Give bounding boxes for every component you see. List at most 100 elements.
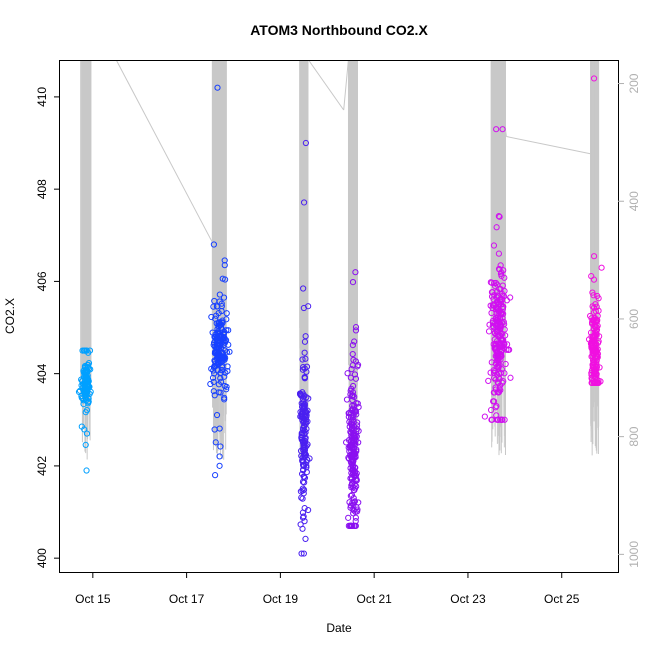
data-point <box>497 416 504 423</box>
data-point <box>303 462 310 469</box>
data-point <box>589 303 596 310</box>
data-point <box>481 413 488 420</box>
data-point <box>506 346 513 353</box>
data-point <box>496 388 503 395</box>
data-point <box>491 336 498 343</box>
data-point <box>300 364 307 371</box>
data-point <box>498 416 505 423</box>
data-point <box>300 446 307 453</box>
data-point <box>490 323 497 331</box>
data-point <box>590 379 598 386</box>
data-point <box>487 279 494 286</box>
data-point <box>587 312 594 320</box>
data-point <box>299 356 306 363</box>
x-axis-label: Date <box>326 621 352 635</box>
data-point <box>589 289 596 296</box>
data-point <box>299 457 306 464</box>
data-point <box>497 262 504 269</box>
data-point <box>218 364 226 371</box>
data-point <box>491 280 498 287</box>
data-point <box>499 336 506 344</box>
data-point <box>495 213 502 220</box>
data-point <box>593 371 600 378</box>
data-point <box>216 338 223 345</box>
data-point <box>591 331 598 339</box>
plot-frame <box>59 60 619 573</box>
data-point <box>211 297 218 305</box>
data-point <box>354 508 361 515</box>
data-point <box>494 416 502 423</box>
data-point <box>345 514 352 521</box>
data-point <box>348 522 355 529</box>
y2-axis: 200 400 600 800 1000 <box>618 73 641 568</box>
data-point <box>354 363 361 370</box>
data-point <box>346 499 353 506</box>
y-tick-label: 408 <box>35 179 49 199</box>
data-point <box>221 373 228 380</box>
data-point <box>590 325 597 333</box>
data-point <box>220 294 228 301</box>
data-point <box>209 374 217 381</box>
data-point <box>499 126 506 133</box>
data-point <box>300 391 307 398</box>
data-point <box>496 213 503 220</box>
data-point <box>496 300 503 307</box>
data-point <box>215 360 222 367</box>
data-point <box>350 454 357 461</box>
data-point <box>352 514 359 521</box>
data-point <box>348 407 355 414</box>
data-point <box>501 274 508 281</box>
data-point <box>302 139 309 147</box>
data-point <box>301 505 308 512</box>
data-point <box>502 332 509 339</box>
data-point <box>485 328 493 335</box>
data-point <box>353 476 360 483</box>
data-point <box>217 344 225 352</box>
data-point <box>223 349 231 356</box>
data-point <box>210 241 218 248</box>
data-point <box>488 359 495 366</box>
data-point <box>590 364 597 371</box>
x-tick-label: Oct 25 <box>544 592 580 606</box>
y-tick-label: 402 <box>35 456 49 476</box>
data-point <box>302 435 309 443</box>
data-point <box>300 304 307 312</box>
data-point <box>217 378 225 385</box>
data-point <box>299 426 307 433</box>
data-point <box>347 387 354 394</box>
data-point <box>352 327 360 334</box>
data-point <box>302 355 309 362</box>
data-point <box>493 224 500 231</box>
data-point <box>82 441 89 448</box>
data-point <box>590 370 597 377</box>
data-point <box>350 416 357 424</box>
y2-tick-label: 600 <box>627 309 641 329</box>
data-point <box>304 418 311 425</box>
data-point <box>345 413 352 420</box>
data-point <box>496 340 503 347</box>
data-points <box>75 75 605 557</box>
data-point <box>212 360 219 367</box>
data-point <box>349 396 356 404</box>
data-point <box>301 452 309 459</box>
data-point <box>498 290 506 297</box>
data-point <box>82 409 89 416</box>
data-point <box>211 343 218 350</box>
data-point <box>347 391 354 398</box>
data-point <box>79 347 86 354</box>
data-point <box>507 374 514 381</box>
data-point <box>302 410 309 417</box>
data-point <box>302 535 309 543</box>
data-point <box>299 485 306 492</box>
data-point <box>301 479 308 486</box>
data-point <box>500 267 507 274</box>
data-point <box>590 304 598 311</box>
x-tick-label: Oct 21 <box>356 592 392 606</box>
data-point <box>221 257 228 264</box>
track-segment <box>343 60 349 111</box>
data-point <box>590 75 598 82</box>
data-point <box>590 253 598 260</box>
data-point <box>344 370 351 377</box>
data-point <box>355 439 362 446</box>
data-point <box>85 394 92 401</box>
